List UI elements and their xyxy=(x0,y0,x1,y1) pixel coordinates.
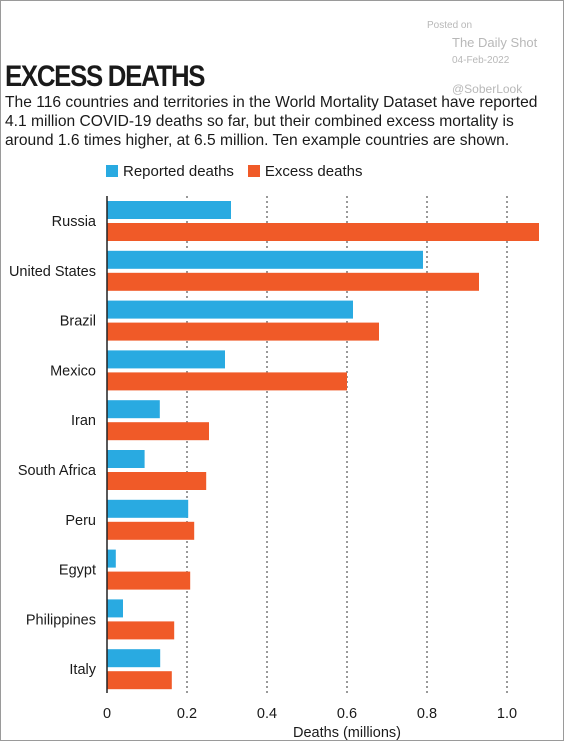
legend-item-reported: Reported deaths xyxy=(106,163,234,180)
legend: Reported deaths Excess deaths xyxy=(106,161,376,181)
posted-on-label: Posted on xyxy=(427,20,473,31)
legend-item-excess: Excess deaths xyxy=(247,162,363,180)
legend-label-reported: Reported deaths xyxy=(123,162,234,180)
category-label-5: South Africa xyxy=(18,463,97,479)
bar-reported-4 xyxy=(107,400,160,419)
bar-reported-1 xyxy=(107,250,423,269)
bar-excess-0 xyxy=(107,223,539,241)
bar-excess-6 xyxy=(107,521,195,540)
x-tick-label-0: 0 xyxy=(103,706,111,722)
category-label-6: Peru xyxy=(65,513,96,529)
bar-reported-8 xyxy=(107,599,123,618)
category-label-2: Brazil xyxy=(60,314,96,330)
x-axis-title: Deaths (millions) xyxy=(293,725,401,741)
bar-reported-9 xyxy=(107,649,161,668)
bar-reported-3 xyxy=(107,350,225,369)
category-label-3: Mexico xyxy=(50,363,96,379)
category-label-9: Italy xyxy=(69,662,96,678)
category-label-4: Iran xyxy=(71,413,96,429)
bar-reported-2 xyxy=(107,300,353,319)
posted-date: 04-Feb-2022 xyxy=(452,55,510,66)
x-tick-label-5: 1.0 xyxy=(497,706,517,722)
bar-excess-7 xyxy=(107,571,191,590)
bar-excess-8 xyxy=(107,621,175,640)
x-tick-label-1: 0.2 xyxy=(177,706,197,722)
category-label-8: Philippines xyxy=(26,612,96,628)
bar-reported-0 xyxy=(107,201,231,219)
author-handle: @SoberLook xyxy=(452,82,523,96)
bar-excess-9 xyxy=(107,671,172,690)
bar-reported-7 xyxy=(107,549,116,568)
legend-swatch-excess xyxy=(247,165,260,177)
bar-excess-2 xyxy=(107,322,379,341)
category-label-7: Egypt xyxy=(59,563,96,579)
x-tick-label-4: 0.8 xyxy=(417,706,437,722)
legend-label-excess: Excess deaths xyxy=(264,162,363,180)
bar-excess-1 xyxy=(107,272,479,291)
chart-title: EXCESS DEATHS xyxy=(5,60,206,93)
bar-excess-4 xyxy=(107,422,209,441)
bar-reported-5 xyxy=(107,450,145,468)
chart-subtitle: The 116 countries and territories in the… xyxy=(5,94,538,149)
bar-excess-3 xyxy=(107,372,347,391)
category-label-1: United States xyxy=(9,264,96,280)
source-watermark: The Daily Shot xyxy=(452,35,538,50)
category-label-0: Russia xyxy=(52,214,97,230)
bar-reported-6 xyxy=(107,499,189,518)
bar-excess-5 xyxy=(107,472,207,490)
x-tick-label-2: 0.4 xyxy=(257,706,277,722)
x-tick-label-3: 0.6 xyxy=(337,706,357,722)
legend-swatch-reported xyxy=(106,165,118,177)
